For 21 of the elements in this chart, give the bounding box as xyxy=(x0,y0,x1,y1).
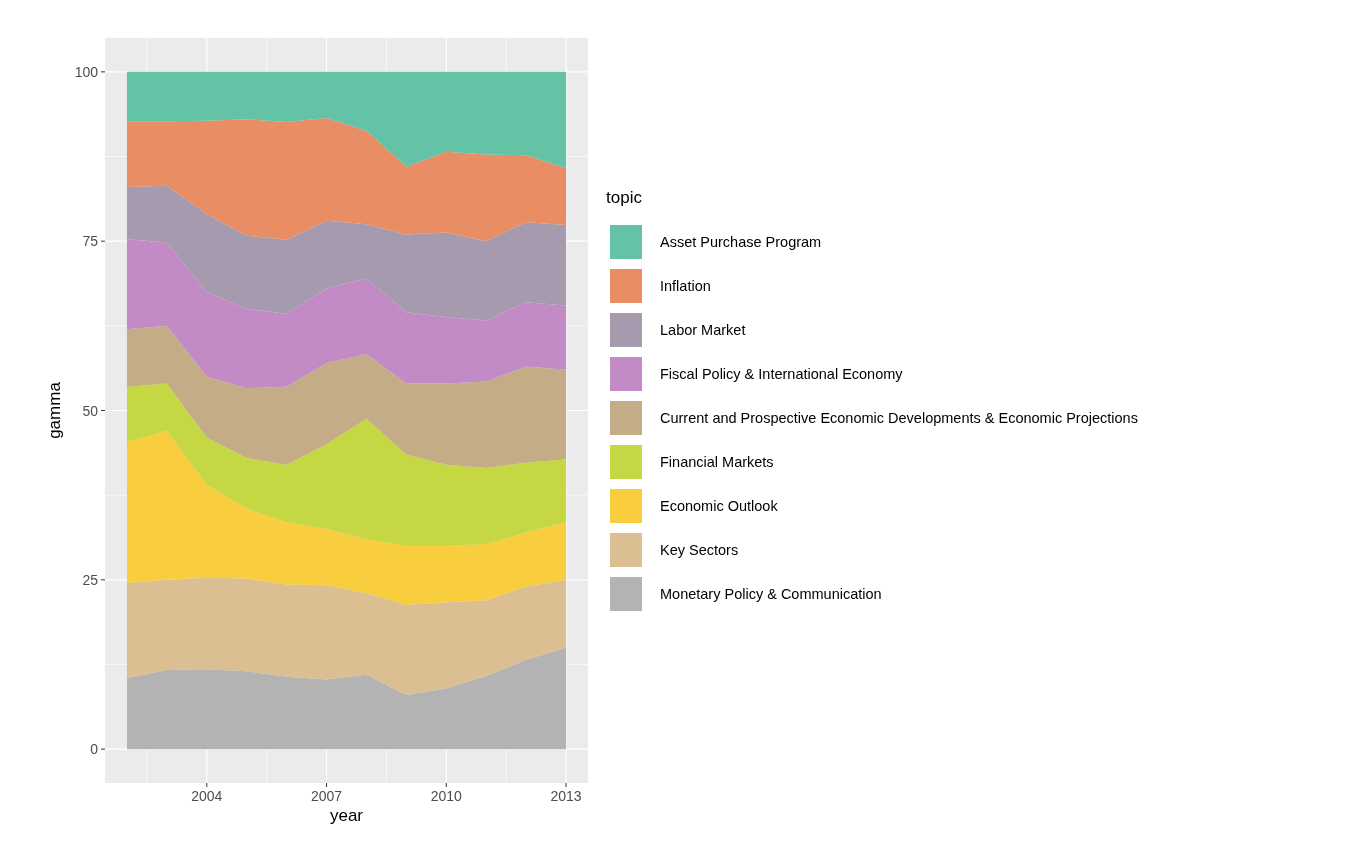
legend-label: Economic Outlook xyxy=(660,498,779,514)
legend-label: Key Sectors xyxy=(660,542,739,558)
x-tick-label: 2004 xyxy=(191,788,223,804)
legend-label: Inflation xyxy=(660,278,711,294)
legend-label: Current and Prospective Economic Developments & Economic Projections xyxy=(660,410,1138,426)
y-tick-label: 0 xyxy=(90,741,99,758)
y-tick-label: 100 xyxy=(74,63,99,80)
legend-label: Labor Market xyxy=(660,322,746,338)
legend-label: Monetary Policy & Communication xyxy=(660,586,882,602)
y-axis-title: gamma xyxy=(45,381,64,439)
x-tick-label: 2013 xyxy=(550,788,582,804)
legend-title: topic xyxy=(606,188,643,207)
x-tick-label: 2010 xyxy=(430,788,463,804)
y-tick-label: 50 xyxy=(82,402,99,419)
x-axis-title: year xyxy=(329,806,364,825)
y-tick-label: 25 xyxy=(82,571,99,588)
legend-label: Financial Markets xyxy=(660,454,774,470)
legend-label: Asset Purchase Program xyxy=(660,234,822,250)
legend-label: Fiscal Policy & International Economy xyxy=(660,366,904,382)
x-tick-label: 2007 xyxy=(310,788,343,804)
y-tick-label: 75 xyxy=(82,233,99,250)
